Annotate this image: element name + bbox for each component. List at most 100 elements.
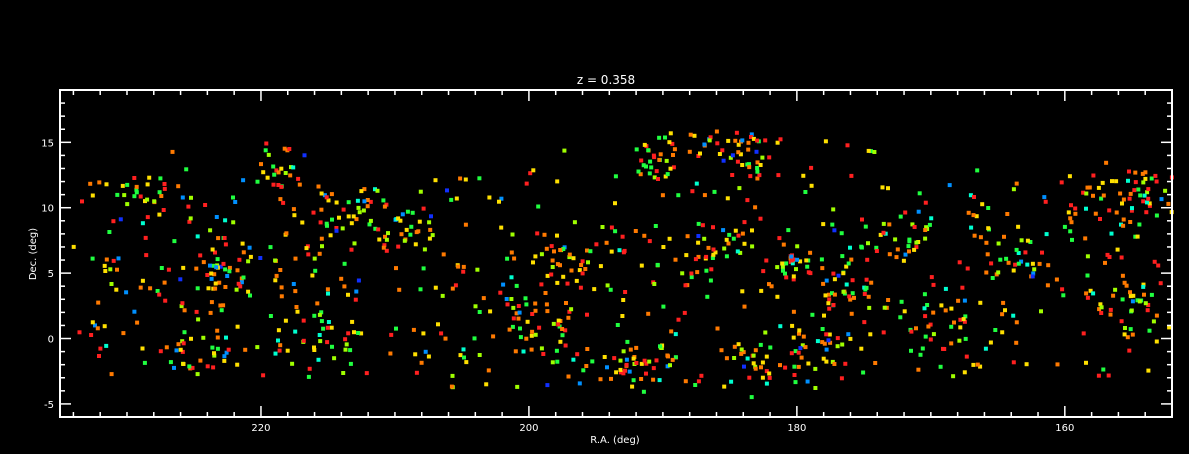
data-point (211, 365, 216, 370)
data-point (218, 303, 223, 308)
data-point (365, 204, 370, 209)
data-point (763, 330, 768, 335)
data-point (115, 192, 120, 197)
data-point (162, 182, 167, 186)
data-point (504, 297, 509, 301)
data-point (689, 271, 694, 276)
data-point (746, 147, 751, 152)
data-point (287, 147, 292, 151)
plot-frame (59, 89, 1173, 418)
data-point (760, 375, 765, 380)
data-point (330, 344, 334, 349)
data-point (227, 269, 232, 274)
data-point (824, 359, 829, 364)
data-point (477, 310, 482, 314)
data-point (749, 395, 754, 400)
data-point (702, 142, 707, 147)
data-point (114, 287, 119, 292)
data-point (1011, 187, 1016, 192)
data-point (639, 361, 644, 366)
data-point (104, 257, 109, 262)
data-point (329, 192, 334, 197)
data-point (827, 292, 831, 297)
data-point (155, 289, 160, 293)
data-point (189, 336, 193, 341)
data-point (1099, 196, 1104, 201)
data-point (922, 306, 927, 311)
data-point (1084, 360, 1088, 365)
data-point (809, 183, 814, 188)
data-point (409, 224, 414, 229)
data-point (803, 345, 808, 350)
data-point (623, 368, 627, 373)
data-point (1145, 190, 1150, 195)
data-point (122, 193, 127, 198)
data-point (340, 226, 345, 231)
data-point (359, 331, 364, 336)
data-point (226, 347, 231, 352)
data-point (1114, 210, 1119, 215)
data-point (670, 357, 675, 362)
data-point (118, 217, 123, 222)
data-point (196, 317, 201, 322)
data-point (213, 281, 218, 286)
data-point (792, 373, 797, 377)
data-point (1146, 303, 1151, 307)
data-point (306, 374, 311, 379)
data-point (724, 237, 729, 242)
data-point (728, 155, 733, 160)
data-point (609, 249, 614, 254)
data-point (272, 172, 277, 177)
data-point (389, 332, 394, 337)
data-point (620, 314, 625, 318)
data-point (881, 221, 886, 226)
data-point (316, 357, 321, 362)
data-point (667, 140, 672, 145)
data-point (726, 241, 731, 246)
data-point (828, 340, 833, 345)
data-point (181, 341, 186, 346)
data-point (301, 338, 306, 343)
data-point (440, 293, 445, 298)
data-point (178, 277, 183, 282)
data-point (319, 236, 324, 241)
data-point (963, 314, 968, 319)
data-point (172, 239, 177, 244)
data-point (572, 220, 577, 225)
data-point (208, 263, 212, 268)
data-point (923, 314, 928, 319)
data-point (163, 298, 168, 303)
data-point (96, 300, 101, 305)
data-point (753, 366, 758, 371)
data-point (1005, 212, 1010, 216)
data-point (832, 292, 837, 297)
data-point (949, 324, 954, 329)
data-point (767, 375, 772, 380)
data-point (966, 210, 971, 215)
data-point (631, 378, 636, 383)
data-point (1120, 201, 1124, 206)
data-point (658, 152, 663, 157)
data-point (557, 324, 562, 329)
data-point (513, 349, 518, 354)
data-point (248, 293, 252, 298)
data-point (530, 312, 535, 316)
data-point (801, 334, 806, 339)
data-point (263, 148, 268, 153)
data-point (800, 343, 805, 348)
data-point (1109, 231, 1114, 236)
data-point (337, 215, 341, 220)
data-point (381, 245, 386, 250)
data-point (1143, 301, 1148, 306)
data-point (731, 236, 736, 241)
data-point (312, 313, 317, 318)
data-point (313, 268, 318, 273)
data-point (134, 184, 139, 189)
data-point (1144, 210, 1149, 215)
y-tick-label: 10 (41, 204, 54, 215)
data-point (355, 198, 360, 203)
data-point (322, 193, 327, 198)
data-point (1024, 362, 1029, 367)
data-point (566, 374, 571, 379)
data-point (820, 340, 825, 345)
